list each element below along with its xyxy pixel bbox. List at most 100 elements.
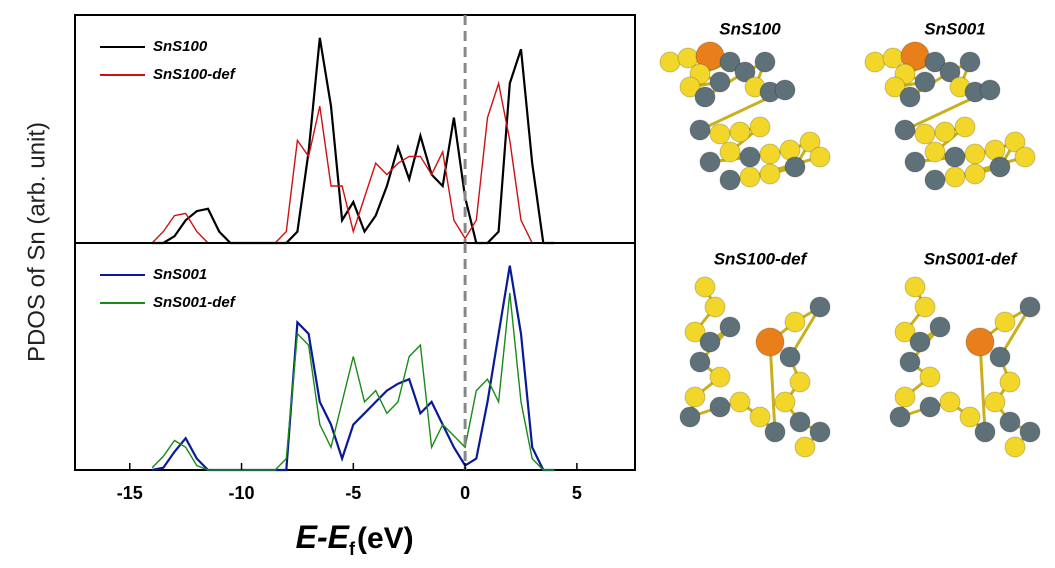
atom xyxy=(690,120,710,140)
x-tick-label: 5 xyxy=(572,483,582,503)
atom xyxy=(1015,147,1035,167)
structure-label: SnS100 xyxy=(719,19,781,38)
atom xyxy=(905,152,925,172)
atom xyxy=(940,392,960,412)
x-label-main: E-E xyxy=(296,519,351,555)
atom xyxy=(920,367,940,387)
data-line xyxy=(152,293,554,470)
atom xyxy=(965,144,985,164)
atom xyxy=(910,332,930,352)
atom xyxy=(750,407,770,427)
atom xyxy=(900,87,920,107)
structure-label: SnS001 xyxy=(924,19,985,38)
x-tick-label: -10 xyxy=(229,483,255,503)
atom xyxy=(755,52,775,72)
atom xyxy=(765,422,785,442)
atom xyxy=(890,407,910,427)
structure-label: SnS001-def xyxy=(924,249,1019,268)
structure-image xyxy=(890,277,1040,457)
atom xyxy=(935,122,955,142)
figure: PDOS of Sn (arb. unit) E-Ef (eV) SnS100 S… xyxy=(0,0,1055,563)
atom xyxy=(775,80,795,100)
atom xyxy=(945,167,965,187)
atom xyxy=(915,124,935,144)
x-tick-label: -5 xyxy=(345,483,361,503)
atom xyxy=(995,312,1015,332)
atom xyxy=(965,164,985,184)
atom xyxy=(756,328,784,356)
atom xyxy=(710,124,730,144)
atom xyxy=(710,367,730,387)
atom xyxy=(975,422,995,442)
structure-label: SnS100-def xyxy=(714,249,809,268)
atom xyxy=(700,332,720,352)
atom xyxy=(915,72,935,92)
atom xyxy=(915,297,935,317)
atom xyxy=(900,352,920,372)
atom xyxy=(990,347,1010,367)
atom xyxy=(980,80,1000,100)
atom xyxy=(955,117,975,137)
atom xyxy=(790,372,810,392)
atom xyxy=(775,392,795,412)
x-tick-label: 0 xyxy=(460,483,470,503)
atom xyxy=(865,52,885,72)
atom xyxy=(760,164,780,184)
atom xyxy=(985,392,1005,412)
x-tick-label: -15 xyxy=(117,483,143,503)
atom xyxy=(695,87,715,107)
atom xyxy=(660,52,680,72)
atom xyxy=(945,147,965,167)
atom xyxy=(990,157,1010,177)
atom xyxy=(690,352,710,372)
atom xyxy=(925,170,945,190)
legend-label: SnS001 xyxy=(153,266,207,283)
atom xyxy=(730,122,750,142)
atom xyxy=(920,397,940,417)
atom xyxy=(785,312,805,332)
atom xyxy=(810,147,830,167)
atom xyxy=(720,142,740,162)
atom xyxy=(710,397,730,417)
legend-label: SnS100 xyxy=(153,38,208,55)
atom xyxy=(966,328,994,356)
legend-label: SnS001-def xyxy=(153,294,237,311)
structure-image xyxy=(660,42,830,190)
atom xyxy=(795,437,815,457)
atom xyxy=(785,157,805,177)
atom xyxy=(705,297,725,317)
atom xyxy=(790,412,810,432)
x-label-sub: f xyxy=(349,539,356,559)
structure-image xyxy=(680,277,830,457)
legend-label: SnS100-def xyxy=(153,66,237,83)
x-axis-label: E-Ef xyxy=(296,519,356,558)
atom xyxy=(1000,412,1020,432)
x-label-unit: (eV) xyxy=(357,522,414,555)
atom xyxy=(1000,372,1020,392)
atom xyxy=(740,147,760,167)
atom xyxy=(760,144,780,164)
atom xyxy=(730,392,750,412)
atom xyxy=(710,72,730,92)
atom xyxy=(750,117,770,137)
atom xyxy=(810,297,830,317)
atom xyxy=(925,142,945,162)
atom xyxy=(1020,297,1040,317)
atom xyxy=(960,407,980,427)
y-axis-label: PDOS of Sn (arb. unit) xyxy=(23,122,50,362)
atom xyxy=(1020,422,1040,442)
atom xyxy=(905,277,925,297)
atom xyxy=(810,422,830,442)
atom xyxy=(740,167,760,187)
atom xyxy=(960,52,980,72)
atom xyxy=(685,387,705,407)
atom xyxy=(680,407,700,427)
atom xyxy=(930,317,950,337)
atom xyxy=(695,277,715,297)
atom xyxy=(780,347,800,367)
atom xyxy=(720,170,740,190)
atom xyxy=(895,120,915,140)
atom xyxy=(895,387,915,407)
atom xyxy=(720,317,740,337)
structure-image xyxy=(865,42,1035,190)
